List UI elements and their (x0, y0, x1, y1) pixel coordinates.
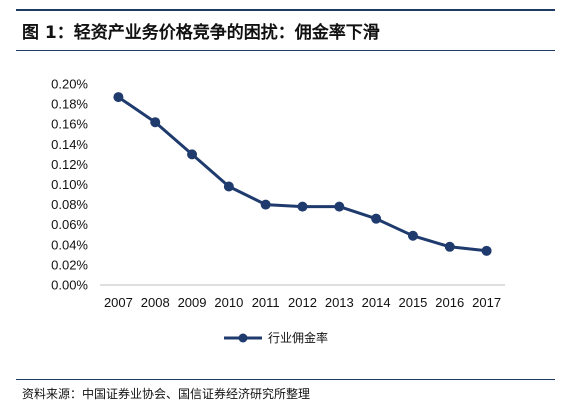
data-point (297, 201, 308, 212)
data-point (187, 149, 198, 160)
figure-title: 图 1：轻资产业务价格竞争的困扰：佣金率下滑 (22, 23, 380, 43)
x-tick-label: 2012 (288, 295, 317, 310)
y-tick-label: 0.10% (51, 177, 88, 192)
y-tick-label: 0.04% (51, 237, 88, 252)
data-point (444, 241, 455, 252)
chart-legend: 行业佣金率 (224, 330, 328, 345)
y-tick-label: 0.06% (51, 217, 88, 232)
y-tick-label: 0.00% (51, 278, 88, 293)
series-line (117, 95, 487, 253)
y-tick-label: 0.08% (51, 197, 88, 212)
data-point (260, 199, 271, 210)
title-rule (16, 50, 555, 51)
x-tick-label: 2011 (252, 295, 280, 310)
x-tick-label: 2007 (104, 295, 133, 310)
x-axis-ticks: 2007 2008 2009 2010 2011 2012 2013 2014 2015 2016… (104, 295, 501, 310)
y-tick-label: 0.14% (51, 137, 88, 152)
y-tick-label: 0.20% (51, 77, 88, 92)
data-point (481, 245, 492, 256)
x-tick-label: 2009 (178, 295, 207, 310)
y-tick-label: 0.02% (51, 257, 88, 272)
bottom-rule (16, 379, 555, 380)
data-point (407, 230, 418, 241)
source-note: 资料来源：中国证券业协会、国信证券经济研究所整理 (22, 387, 311, 401)
data-point (150, 117, 161, 128)
x-tick-label: 2015 (398, 295, 427, 310)
x-tick-label: 2013 (325, 295, 354, 310)
x-tick-label: 2016 (435, 295, 464, 310)
legend-marker-swatch (238, 333, 248, 343)
x-tick-label: 2008 (141, 295, 170, 310)
legend-label: 行业佣金率 (268, 330, 328, 345)
y-tick-label: 0.16% (51, 117, 88, 132)
data-point (371, 213, 382, 224)
data-point (223, 181, 234, 192)
y-axis-ticks: 0.00% 0.02% 0.04% 0.06% 0.08% 0.10% 0.12% 0.14%… (51, 77, 88, 293)
x-tick-label: 2010 (214, 295, 243, 310)
data-point (113, 92, 124, 103)
y-tick-label: 0.12% (51, 157, 88, 172)
data-point (334, 201, 345, 212)
chart-series (113, 92, 492, 256)
y-tick-label: 0.18% (51, 97, 88, 112)
top-rule (16, 9, 555, 11)
x-tick-label: 2017 (472, 295, 501, 310)
x-tick-label: 2014 (362, 295, 391, 310)
